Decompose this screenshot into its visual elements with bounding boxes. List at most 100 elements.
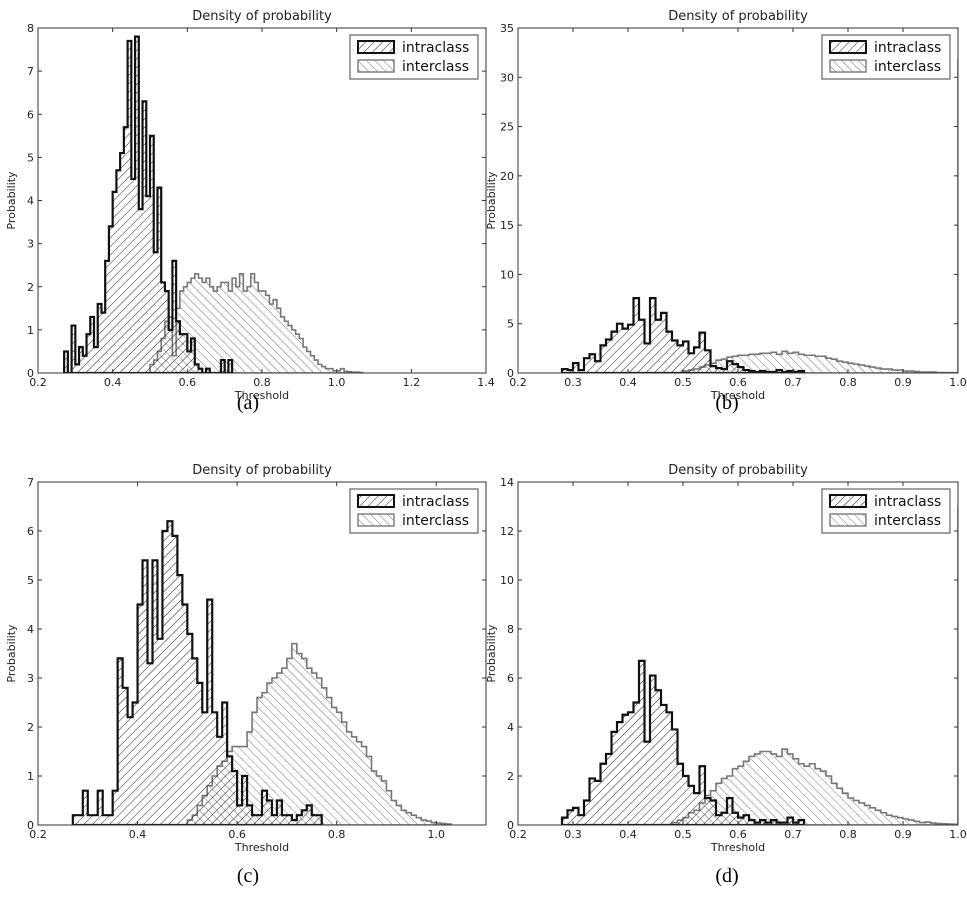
- chart-panel-2: 0.2 0.4 0.6 0.8 1.0 0 1 2 3 4 5 6 7 Density of probab…: [5, 463, 487, 854]
- x-tick-label: 0.6: [228, 828, 246, 841]
- x-tick-label: 1.0: [949, 828, 967, 841]
- y-axis-label: Probability: [5, 171, 18, 230]
- y-tick-label: 0: [27, 819, 34, 832]
- y-tick-label: 1: [27, 770, 34, 783]
- x-tick-label: 0.5: [674, 828, 692, 841]
- x-tick-label: 0.8: [839, 376, 857, 389]
- x-tick-label: 0.2: [29, 828, 47, 841]
- y-tick-label: 6: [27, 108, 34, 121]
- y-tick-label: 1: [27, 324, 34, 337]
- y-tick-label: 2: [27, 281, 34, 294]
- legend-label-interclass: interclass: [402, 513, 469, 529]
- x-tick-label: 0.8: [253, 376, 271, 389]
- y-tick-label: 3: [27, 672, 34, 685]
- legend: intraclass interclass: [349, 488, 479, 534]
- legend: intraclass interclass: [821, 34, 951, 80]
- x-tick-label: 0.9: [894, 828, 912, 841]
- y-tick-label: 4: [27, 623, 34, 636]
- x-tick-label: 1.0: [949, 376, 967, 389]
- legend-label-interclass: interclass: [402, 59, 469, 75]
- histogram-interclass: [671, 505, 958, 825]
- legend-label-interclass: interclass: [874, 513, 941, 529]
- x-axis-label: Threshold: [234, 841, 289, 854]
- x-tick-label: 0.6: [179, 376, 197, 389]
- x-tick-label: 1.4: [477, 376, 495, 389]
- x-axis-label: Threshold: [710, 841, 765, 854]
- histogram-intraclass: [71, 520, 323, 825]
- caption-d: (d): [715, 865, 739, 887]
- caption-b: (b): [715, 392, 739, 414]
- x-tick-label: 1.0: [328, 376, 346, 389]
- chart-title: Density of probability: [668, 463, 808, 478]
- plot-frame: [37, 481, 487, 826]
- y-tick-label: 20: [500, 170, 514, 183]
- x-tick-label: 0.5: [674, 376, 692, 389]
- chart-panel-3: 0.2 0.3 0.4 0.5 0.6 0.7 0.8 0.9 1.0 0 2 4 6 8 10 12 14 De…: [485, 463, 967, 854]
- y-tick-label: 6: [27, 525, 34, 538]
- y-axis-label: Probability: [485, 624, 498, 683]
- x-tick-label: 0.2: [29, 376, 47, 389]
- chart-title: Density of probability: [192, 9, 332, 24]
- x-tick-label: 0.4: [129, 828, 147, 841]
- legend-swatch-intraclass: [357, 494, 395, 508]
- legend: intraclass interclass: [821, 488, 951, 534]
- y-tick-label: 15: [500, 219, 514, 232]
- x-tick-label: 0.9: [894, 376, 912, 389]
- x-tick-label: 0.4: [619, 376, 637, 389]
- x-tick-label: 0.2: [509, 376, 527, 389]
- legend-label-intraclass: intraclass: [402, 40, 469, 56]
- legend-label-intraclass: intraclass: [402, 494, 469, 510]
- histogram-intraclass: [560, 659, 806, 825]
- y-tick-label: 5: [507, 318, 514, 331]
- y-tick-label: 5: [27, 151, 34, 164]
- legend-swatch-interclass: [829, 513, 867, 527]
- y-tick-label: 6: [507, 672, 514, 685]
- y-axis-label: Probability: [485, 171, 498, 230]
- legend-swatch-intraclass: [829, 40, 867, 54]
- y-tick-label: 30: [500, 71, 514, 84]
- legend-swatch-interclass: [357, 513, 395, 527]
- y-tick-label: 0: [27, 367, 34, 380]
- y-tick-label: 14: [500, 476, 514, 489]
- x-axis-label: Threshold: [710, 389, 765, 402]
- legend-label-intraclass: intraclass: [874, 494, 941, 510]
- legend-label-intraclass: intraclass: [874, 40, 941, 56]
- y-tick-label: 0: [507, 367, 514, 380]
- y-tick-label: 8: [27, 22, 34, 35]
- x-tick-label: 0.8: [328, 828, 346, 841]
- legend-swatch-intraclass: [829, 494, 867, 508]
- y-tick-label: 10: [500, 574, 514, 587]
- legend-swatch-interclass: [357, 59, 395, 73]
- y-tick-label: 10: [500, 268, 514, 281]
- caption-c: (c): [236, 865, 260, 887]
- y-tick-label: 5: [27, 574, 34, 587]
- x-tick-label: 0.7: [784, 376, 802, 389]
- x-tick-label: 0.4: [619, 828, 637, 841]
- legend-label-interclass: interclass: [874, 59, 941, 75]
- histogram-interclass: [149, 273, 364, 373]
- x-tick-label: 0.7: [784, 828, 802, 841]
- x-axis-label: Threshold: [234, 389, 289, 402]
- y-tick-label: 7: [27, 65, 34, 78]
- y-tick-label: 0: [507, 819, 514, 832]
- x-tick-label: 0.3: [564, 828, 582, 841]
- caption-a: (a): [236, 392, 260, 414]
- legend-swatch-interclass: [829, 59, 867, 73]
- y-tick-label: 2: [27, 721, 34, 734]
- plot-frame: [517, 27, 959, 374]
- chart-panel-1: 0.2 0.3 0.4 0.5 0.6 0.7 0.8 0.9 1.0 0 5 10 15 20 25 30 3…: [485, 9, 967, 402]
- y-tick-label: 25: [500, 121, 514, 134]
- histogram-interclass: [186, 642, 452, 825]
- y-tick-label: 12: [500, 525, 514, 538]
- y-tick-label: 8: [507, 623, 514, 636]
- y-tick-label: 35: [500, 22, 514, 35]
- x-tick-label: 0.4: [104, 376, 122, 389]
- chart-title: Density of probability: [192, 463, 332, 478]
- y-axis-label: Probability: [5, 624, 18, 683]
- x-tick-label: 0.3: [564, 376, 582, 389]
- y-tick-label: 4: [27, 195, 34, 208]
- chart-panel-0: 0.2 0.4 0.6 0.8 1.0 1.2 1.4 0 1 2 3 4 5 6 7 8 Density of…: [5, 9, 495, 402]
- x-tick-label: 0.6: [729, 376, 747, 389]
